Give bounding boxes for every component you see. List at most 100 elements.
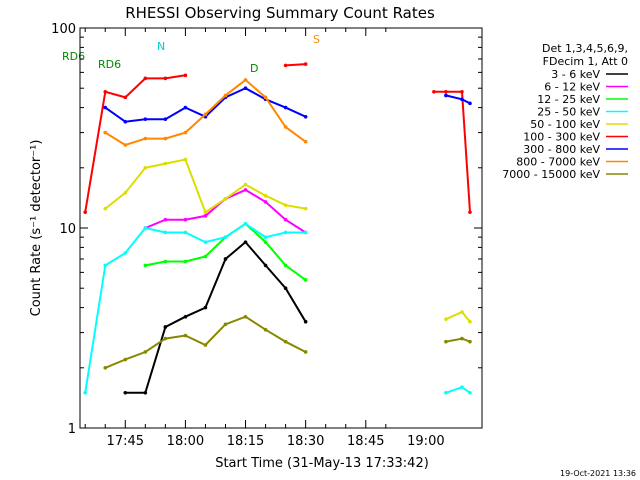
data-point — [223, 322, 228, 327]
data-point — [103, 365, 108, 370]
data-point — [203, 305, 208, 310]
x-tick-label: 18:30 — [287, 434, 324, 449]
data-point — [468, 339, 472, 344]
timestamp: 19-Oct-2021 13:36 — [560, 469, 636, 478]
data-point — [103, 89, 108, 94]
data-point — [203, 214, 208, 218]
data-point — [183, 314, 188, 319]
data-point — [163, 217, 168, 222]
data-point — [263, 200, 268, 204]
data-point — [283, 286, 288, 291]
x-tick-label: 18:15 — [227, 434, 264, 449]
legend-label: 3 - 6 keV — [551, 68, 600, 81]
data-point — [283, 203, 288, 208]
data-point — [183, 157, 188, 162]
data-point — [143, 226, 148, 230]
data-point — [243, 314, 248, 319]
data-point — [183, 105, 188, 110]
data-point — [303, 114, 308, 119]
data-point — [303, 319, 308, 324]
legend-label: 800 - 7000 keV — [516, 156, 600, 169]
plot-area: 1 10 100 17:45 18:00 18:15 18:30 18:45 19:00 RD6 R… — [51, 22, 482, 449]
data-point — [263, 240, 268, 244]
legend-label: 7000 - 15000 keV — [502, 168, 600, 181]
data-point — [303, 230, 308, 235]
plot-frame — [79, 27, 483, 429]
data-point — [468, 319, 472, 324]
data-point — [303, 206, 308, 211]
data-point — [444, 390, 448, 395]
data-point — [183, 130, 188, 135]
data-point — [123, 357, 128, 362]
series-line-4 — [84, 222, 471, 394]
data-point — [103, 206, 108, 211]
legend-label: 100 - 300 keV — [523, 131, 600, 144]
legend-label: 25 - 50 keV — [537, 106, 600, 119]
data-point — [143, 76, 148, 81]
data-point — [283, 217, 288, 222]
data-point — [243, 221, 248, 226]
data-point — [103, 263, 108, 268]
data-point — [460, 385, 464, 389]
data-point — [123, 119, 128, 124]
data-point — [460, 97, 464, 102]
data-point — [143, 136, 148, 141]
data-point — [303, 350, 308, 354]
series-line-2 — [144, 188, 307, 234]
annotation-label: N — [157, 40, 165, 53]
data-point — [123, 95, 128, 100]
data-point — [103, 105, 108, 110]
data-point — [223, 235, 228, 239]
series-line-1 — [125, 240, 307, 394]
series-line-6 — [84, 63, 471, 213]
y-tick-label: 1 — [68, 422, 76, 437]
data-point — [203, 343, 208, 347]
data-point — [223, 257, 228, 261]
data-point — [203, 210, 208, 214]
data-point — [303, 278, 308, 282]
data-point — [283, 105, 288, 110]
data-point — [203, 240, 208, 244]
data-point — [123, 143, 128, 147]
data-point — [163, 336, 168, 341]
data-point — [163, 76, 168, 81]
x-tick-label: 19:00 — [407, 434, 444, 449]
series-line-9 — [104, 315, 471, 369]
x-tick-label: 17:45 — [107, 434, 144, 449]
data-point — [444, 317, 448, 321]
data-point — [468, 210, 472, 214]
legend-label: 12 - 25 keV — [537, 93, 600, 106]
legend-header-2: FDecim 1, Att 0 — [543, 55, 628, 68]
data-point — [163, 230, 168, 235]
data-point — [183, 230, 188, 235]
data-point — [203, 254, 208, 259]
data-point — [243, 86, 248, 91]
data-point — [83, 210, 88, 214]
data-point — [468, 390, 472, 395]
data-point — [223, 196, 228, 201]
data-point — [303, 62, 308, 66]
data-point — [83, 390, 88, 395]
data-point — [163, 117, 168, 121]
data-point — [283, 63, 288, 68]
data-point — [444, 89, 448, 94]
chart-title: RHESSI Observing Summary Count Rates — [125, 4, 435, 22]
data-point — [163, 325, 168, 329]
data-point — [163, 136, 168, 141]
data-point — [243, 78, 248, 82]
series-line-7 — [104, 87, 471, 123]
data-point — [263, 95, 268, 100]
x-tick-label: 18:00 — [167, 434, 204, 449]
x-axis-label: Start Time (31-May-13 17:33:42) — [215, 456, 429, 471]
data-point — [223, 93, 228, 98]
data-point — [444, 339, 448, 344]
annotation-label: RD6 — [62, 50, 85, 63]
data-point — [123, 190, 128, 195]
data-point — [203, 112, 208, 117]
data-point — [163, 259, 168, 264]
data-point — [183, 217, 188, 222]
legend-header-1: Det 1,3,4,5,6,9, — [542, 42, 628, 55]
x-tick-label: 18:45 — [347, 434, 384, 449]
